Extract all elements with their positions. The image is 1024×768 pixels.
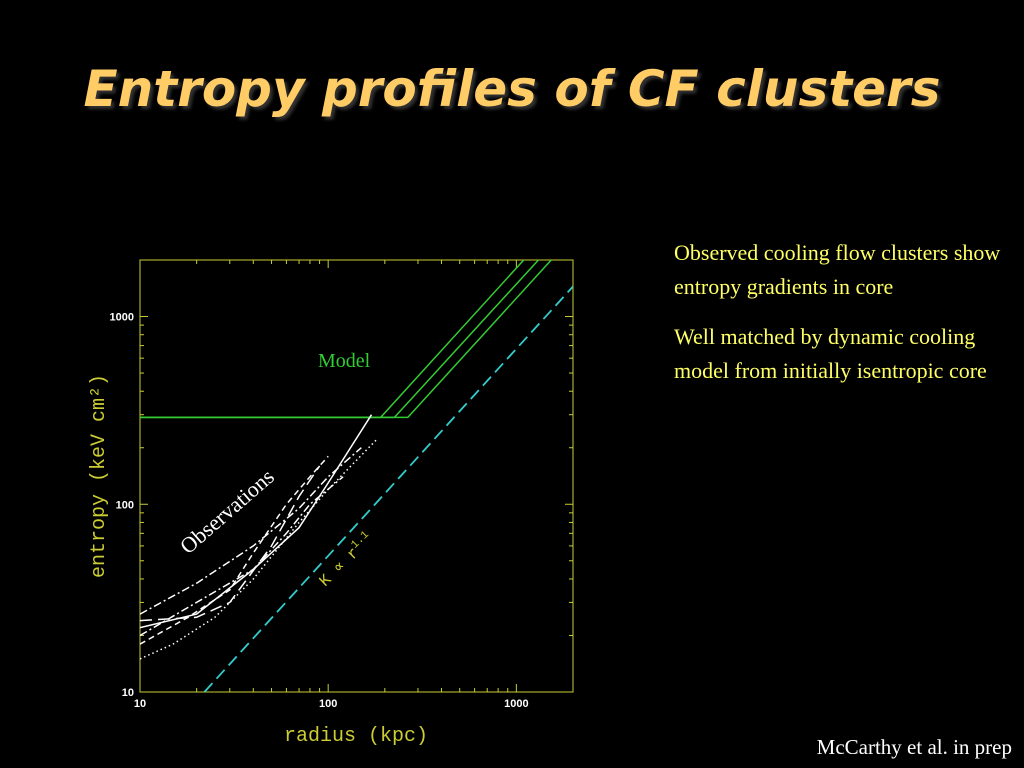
slide-notes: Observed cooling flow clusters show entr… bbox=[674, 236, 1004, 404]
x-tick-label: 10 bbox=[134, 698, 146, 710]
model-label: Model bbox=[318, 350, 371, 372]
series-line-observations-9 bbox=[140, 476, 344, 637]
citation: McCarthy et al. in prep bbox=[816, 735, 1012, 759]
y-tick-label: 10 bbox=[122, 687, 134, 699]
plot-frame bbox=[139, 259, 574, 693]
series-group bbox=[140, 260, 573, 692]
series-line-observations-4 bbox=[140, 447, 362, 615]
series-line-observations-7 bbox=[140, 455, 329, 645]
series-line-model-2 bbox=[140, 260, 553, 419]
observations-label: Observations bbox=[175, 464, 279, 559]
y-tick-label: 100 bbox=[116, 499, 134, 511]
series-line-model-0 bbox=[140, 260, 525, 419]
note-1: Observed cooling flow clusters show entr… bbox=[674, 240, 1001, 299]
y-axis-label: entropy (keV cm²) bbox=[88, 374, 111, 578]
slide-title: Entropy profiles of CF clusters bbox=[83, 60, 941, 118]
slope-label: K ∝ r1.1 bbox=[315, 529, 378, 591]
note-2: Well matched by dynamic cooling model fr… bbox=[674, 324, 987, 383]
series-line-model-1 bbox=[140, 260, 540, 419]
x-axis-label: radius (kpc) bbox=[284, 725, 428, 748]
tick-labels: 10 100 1000 10 100 1000 bbox=[110, 312, 529, 710]
x-tick-label: 100 bbox=[319, 698, 337, 710]
y-tick-label: 1000 bbox=[110, 312, 134, 324]
x-tick-label: 1000 bbox=[504, 698, 528, 710]
axis-ticks bbox=[139, 259, 574, 693]
series-line-observations-5 bbox=[140, 414, 373, 629]
series-line-observations-8 bbox=[140, 465, 321, 622]
series-line-scaling-3 bbox=[203, 285, 573, 692]
